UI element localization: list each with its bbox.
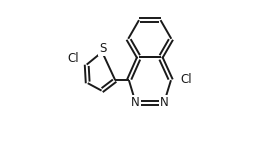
Text: Cl: Cl bbox=[181, 73, 192, 86]
Text: Cl: Cl bbox=[67, 52, 78, 65]
Text: N: N bbox=[160, 96, 168, 110]
Text: N: N bbox=[131, 96, 140, 110]
Text: S: S bbox=[99, 42, 106, 56]
